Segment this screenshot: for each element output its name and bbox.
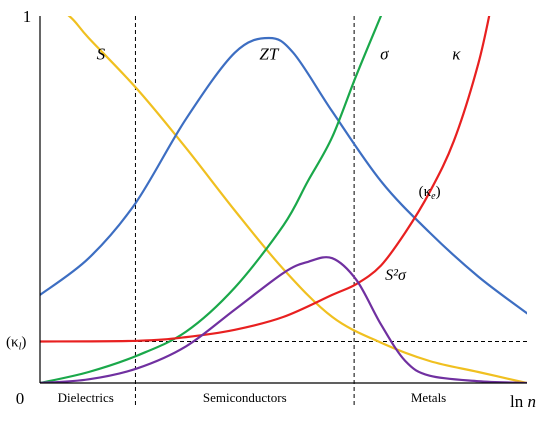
region-label-metals: Metals xyxy=(411,390,446,405)
x-axis-label: ln n xyxy=(510,392,536,411)
curve-2 xyxy=(40,36,527,315)
annotation-kappa-e: (κe) xyxy=(419,184,441,202)
annotation-2: ZT xyxy=(259,44,279,63)
reference-lines xyxy=(40,16,527,408)
y-tick-label-kappa-l: (κl) xyxy=(6,335,26,353)
annotation-3: σ xyxy=(380,44,389,63)
y-tick-label-origin: 0 xyxy=(16,389,25,408)
annotation-4: κ xyxy=(452,44,461,63)
curve-1 xyxy=(67,16,527,383)
y-tick-label-top: 1 xyxy=(23,7,32,26)
region-label-semiconductors: Semiconductors xyxy=(203,390,287,405)
curve-3 xyxy=(40,16,383,383)
curve-5 xyxy=(40,256,527,383)
region-label-dielectrics: Dielectrics xyxy=(58,390,114,405)
chart-text: 1 0 (κl) ln n Dielectrics Semiconductors Metal… xyxy=(6,7,536,411)
annotation-s2sigma: S²σ xyxy=(385,267,407,284)
curve-4 xyxy=(40,16,491,343)
axes xyxy=(39,16,527,384)
annotation-1: S xyxy=(97,44,106,63)
curves xyxy=(40,16,527,383)
